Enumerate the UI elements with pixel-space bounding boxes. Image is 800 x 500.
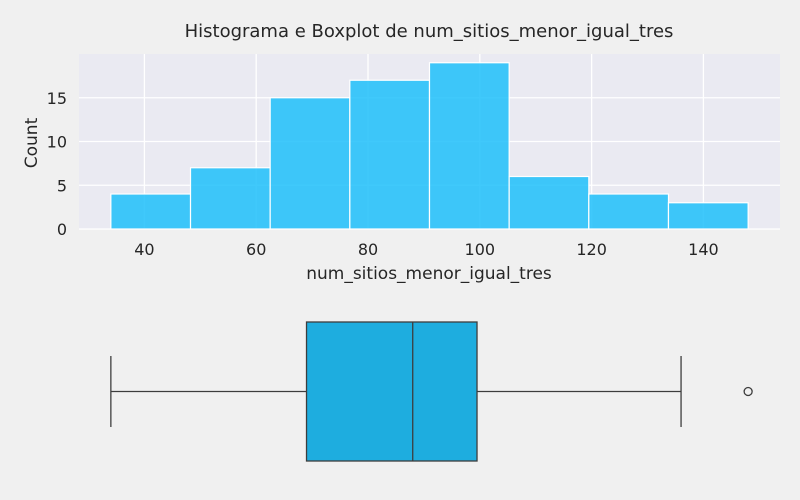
x-tick-label: 80 [358,240,378,259]
histogram-bar [110,193,192,230]
histogram-bar [667,202,749,230]
x-tick-label: 60 [246,240,266,259]
histogram-bar [508,175,590,230]
histogram-bar [349,79,431,230]
histogram-bar [428,62,510,230]
y-tick-label: 10 [47,133,67,152]
x-tick-label: 120 [576,240,607,259]
x-axis-label: num_sitios_menor_igual_tres [306,264,552,284]
x-tick-label: 140 [688,240,719,259]
histogram-bar [189,167,271,230]
histogram-axes: 40 60 80 100 120 140 0 5 10 15 [47,54,780,259]
y-tick-label: 0 [57,220,67,239]
x-tick-label: 100 [465,240,496,259]
boxplot-axes [110,321,753,462]
y-axis-label: Count [22,117,42,168]
histogram-bar [588,193,670,230]
boxplot-outlier [743,386,753,397]
histogram-bar [269,97,351,230]
chart-title: Histograma e Boxplot de num_sitios_menor… [185,21,674,42]
boxplot-box [305,321,478,462]
y-tick-label: 5 [57,176,67,195]
y-tick-label: 15 [47,89,67,108]
x-tick-label: 40 [134,240,154,259]
